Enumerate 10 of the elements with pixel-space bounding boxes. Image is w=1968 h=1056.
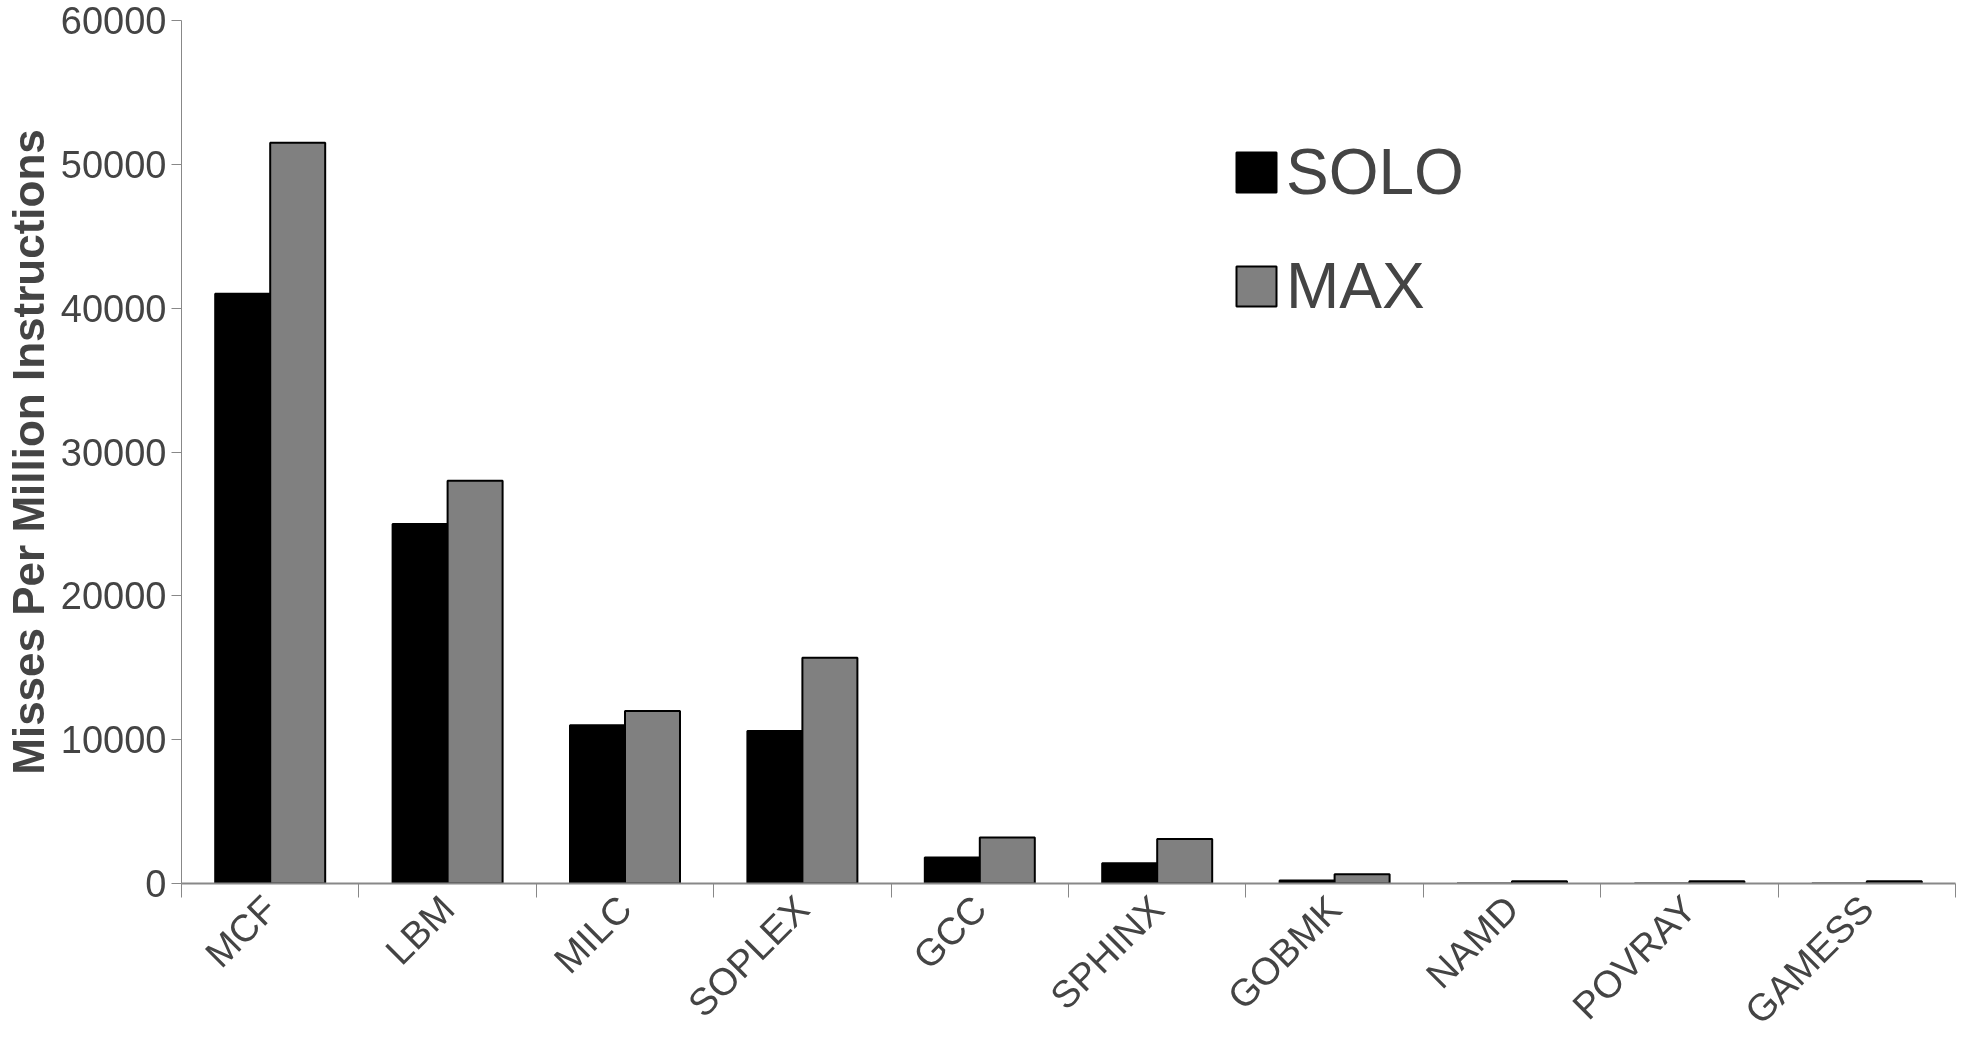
y-axis-title: Misses Per Million Instructions <box>3 129 53 775</box>
y-tick-label: 20000 <box>60 575 167 618</box>
y-tick-label: 10000 <box>60 719 167 762</box>
legend-label: MAX <box>1286 249 1425 323</box>
y-tick-label: 50000 <box>60 143 167 186</box>
y-tick-label: 0 <box>145 863 167 905</box>
y-tick-label: 40000 <box>60 287 167 330</box>
legend-label: SOLO <box>1286 135 1464 209</box>
y-tick-label: 60000 <box>60 0 167 42</box>
y-tick-label: 30000 <box>60 431 167 474</box>
